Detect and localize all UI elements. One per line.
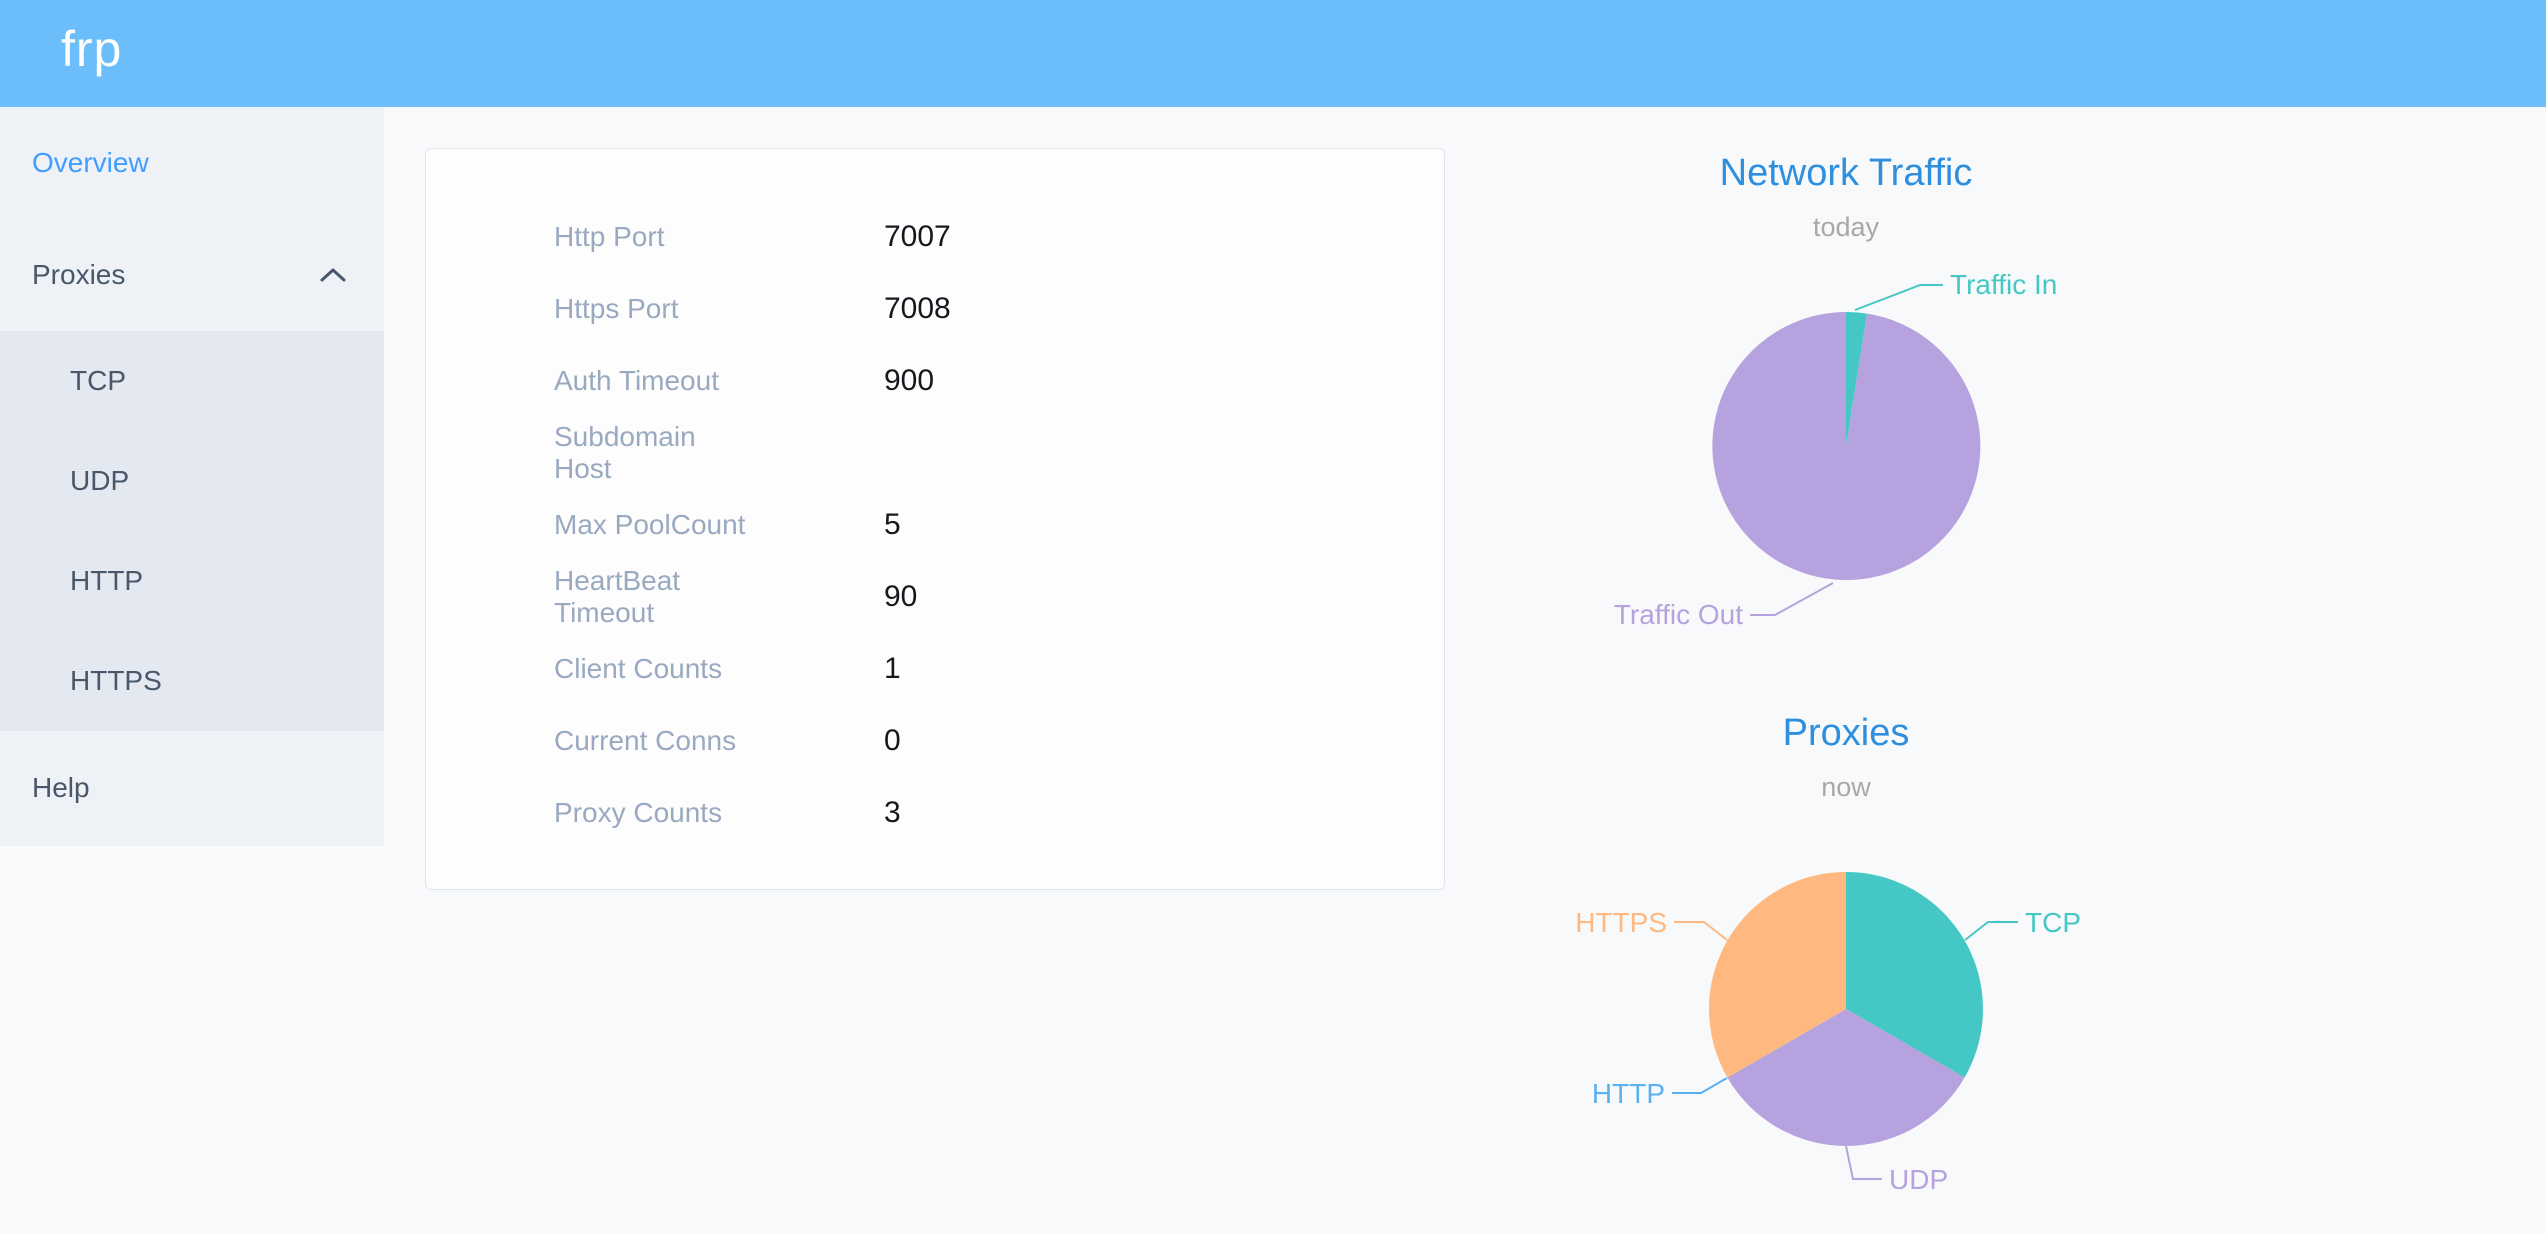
pie-label-leader: [1672, 1077, 1728, 1094]
pie-label-traffic-in: Traffic In: [1950, 269, 2057, 300]
sidebar-item-label: Proxies: [32, 259, 126, 290]
overview-row-value: 7008: [884, 292, 951, 325]
pie-label-https: HTTPS: [1575, 907, 1667, 938]
overview-row-label: Subdomain Host: [554, 421, 696, 484]
sidebar-item-label: Help: [32, 772, 90, 803]
sidebar-item-help[interactable]: Help: [0, 731, 384, 845]
overview-row: Subdomain Host: [426, 417, 1444, 489]
sidebar-item-udp[interactable]: UDP: [0, 431, 384, 531]
overview-row-value: 90: [884, 580, 918, 613]
pie-label-leader: [1750, 582, 1834, 616]
overview-row: Proxy Counts 3: [426, 777, 1444, 849]
chart-title: Network Traffic: [1719, 152, 1973, 194]
proxies-pie: TCP UDP HTTP HTTPS: [1575, 872, 2081, 1195]
pie-slice-traffic-out: [1712, 312, 1981, 580]
sidebar-item-label: HTTP: [70, 565, 144, 596]
overview-row-label: Current Conns: [554, 725, 737, 756]
pie-label-leader: [1845, 1145, 1882, 1180]
network-traffic-pie: Traffic In Traffic Out: [1614, 269, 2058, 630]
overview-row-value: 1: [884, 652, 901, 685]
overview-row-value: 3: [884, 796, 901, 829]
sidebar-item-label: TCP: [70, 365, 126, 396]
sidebar-item-label: HTTPS: [70, 665, 162, 696]
pie-label-leader: [1674, 921, 1728, 941]
pie-label-tcp: TCP: [2025, 907, 2081, 938]
sidebar-item-proxies[interactable]: Proxies: [0, 219, 384, 331]
overview-rows: Http Port 7007 Https Port 7008 Auth Timeout 9…: [426, 201, 1444, 849]
overview-row: Current Conns 0: [426, 705, 1444, 777]
server-overview-card: Http Port 7007 Https Port 7008 Auth Timeout 9…: [425, 148, 1445, 890]
network-traffic-chart: Traffic In Traffic Out Network Traffic to…: [1560, 130, 2132, 670]
pie-slice-https: [1709, 872, 1846, 1078]
overview-row-value: 7007: [884, 220, 951, 253]
overview-row-value: 0: [884, 724, 901, 757]
overview-row-label: Client Counts: [554, 653, 723, 684]
sidebar-item-https[interactable]: HTTPS: [0, 631, 384, 731]
overview-row-label: Http Port: [554, 221, 665, 252]
chart-title: Proxies: [1782, 712, 1910, 754]
overview-row-label: Auth Timeout: [554, 365, 719, 396]
pie-label-leader: [1854, 284, 1943, 311]
overview-row-label: Proxy Counts: [554, 797, 723, 828]
pie-label-udp: UDP: [1889, 1164, 1948, 1195]
chart-subtitle: today: [1812, 212, 1880, 242]
chart-subtitle: now: [1821, 772, 1871, 802]
pie-slice-tcp: [1846, 872, 1983, 1078]
sidebar-item-tcp[interactable]: TCP: [0, 331, 384, 431]
sidebar-item-http[interactable]: HTTP: [0, 531, 384, 631]
overview-row: Auth Timeout 900: [426, 345, 1444, 417]
pie-label-traffic-out: Traffic Out: [1614, 599, 1743, 630]
pie-label-http: HTTP: [1592, 1078, 1665, 1109]
frp-logo: frp: [61, 21, 123, 77]
pie-slice-traffic-in: [1846, 311, 1867, 446]
overview-row-label: Max PoolCount: [554, 509, 746, 540]
sidebar-item-overview[interactable]: Overview: [0, 107, 384, 219]
overview-row: HeartBeat Timeout 90: [426, 561, 1444, 633]
proxies-chart: TCP UDP HTTP HTTPS Proxies now: [1560, 690, 2132, 1234]
overview-row: Client Counts 1: [426, 633, 1444, 705]
proxies-submenu: TCP UDP HTTP HTTPS: [0, 331, 384, 731]
pie-label-leader: [1964, 921, 2018, 941]
sidebar-menu: Overview Proxies TCP UDP HTTP HTTPS Help: [0, 107, 384, 846]
overview-row-label: HeartBeat Timeout: [554, 565, 681, 628]
pie-slice-udp: [1727, 1009, 1965, 1146]
top-header-bar: frp: [0, 0, 2546, 107]
sidebar-item-label: Overview: [32, 147, 149, 178]
overview-row: Max PoolCount 5: [426, 489, 1444, 561]
overview-row: Http Port 7007: [426, 201, 1444, 273]
chevron-up-icon: [320, 268, 346, 282]
overview-row: Https Port 7008: [426, 273, 1444, 345]
overview-row-value: 5: [884, 508, 901, 541]
sidebar-item-label: UDP: [70, 465, 130, 496]
overview-row-label: Https Port: [554, 293, 679, 324]
overview-row-value: 900: [884, 364, 935, 397]
